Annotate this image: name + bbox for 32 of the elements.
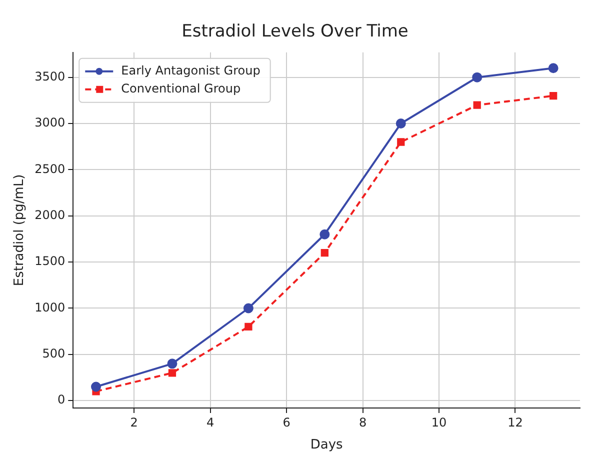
chart-title: Estradiol Levels Over Time (182, 22, 408, 42)
y-tick-label: 2500 (34, 162, 66, 176)
x-axis-title: Days (310, 438, 344, 453)
point (320, 249, 328, 257)
legend-label: Early Antagonist Group (121, 64, 260, 78)
x-tick-label: 10 (431, 415, 447, 430)
x-tick-label: 4 (206, 415, 214, 430)
y-tick-label: 2000 (34, 208, 66, 222)
point (168, 369, 176, 377)
point (548, 63, 558, 74)
y-tick-label: 1500 (34, 254, 66, 268)
point (396, 118, 406, 129)
y-tick-label: 500 (42, 346, 66, 361)
y-tick-label: 1000 (34, 300, 66, 314)
point (473, 101, 481, 109)
point (320, 229, 330, 240)
y-tick-label: 3000 (34, 116, 66, 130)
x-tick-label: 8 (358, 415, 367, 430)
y-tick-label: 3500 (34, 69, 66, 84)
point (244, 322, 252, 331)
point (167, 358, 178, 369)
point (549, 92, 558, 100)
y-tick-label: 0 (58, 392, 66, 407)
y-axis-title: Estradiol (pg/mL) (12, 174, 28, 286)
x-tick-label: 2 (130, 415, 138, 430)
point (91, 382, 102, 392)
legend-label: Conventional Group (121, 82, 241, 96)
point (397, 138, 405, 146)
x-tick-label: 6 (282, 415, 290, 430)
point (472, 72, 482, 82)
point (243, 303, 254, 314)
x-tick-label: 12 (508, 415, 523, 430)
